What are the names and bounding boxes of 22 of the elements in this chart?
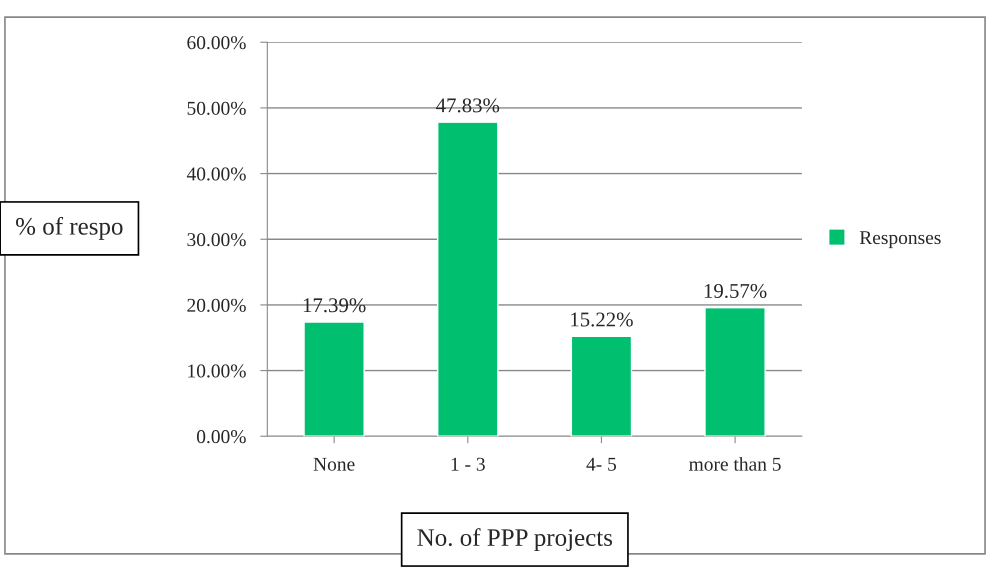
y-tick-label: 40.00% [186,167,246,181]
y-tick-label: 10.00% [188,364,246,378]
bar [303,321,365,436]
bar [704,307,766,436]
text: 15.22% [571,312,633,327]
bar [570,336,632,436]
x-tick-label: 4- 5 [586,458,616,471]
x-tick-label: None [314,458,355,471]
text: 17.39% [304,298,366,312]
y-axis-title: % of respo [16,216,122,240]
y-tick-label: 30.00% [187,233,246,246]
text: 47.83% [436,98,500,112]
x-tick-label: more than 5 [689,457,781,471]
x-axis-title: No. of PPP projects [417,528,612,552]
bar [437,121,499,436]
text: 19.57% [704,284,766,298]
legend-label: Responses [860,231,941,248]
y-tick-label: 60.00% [187,36,246,50]
y-tick-label: 20.00% [187,298,246,312]
y-tick-label: 0.00% [196,430,246,444]
y-tick-label: 50.00% [188,102,246,115]
x-tick-label: 1 - 3 [452,458,485,471]
